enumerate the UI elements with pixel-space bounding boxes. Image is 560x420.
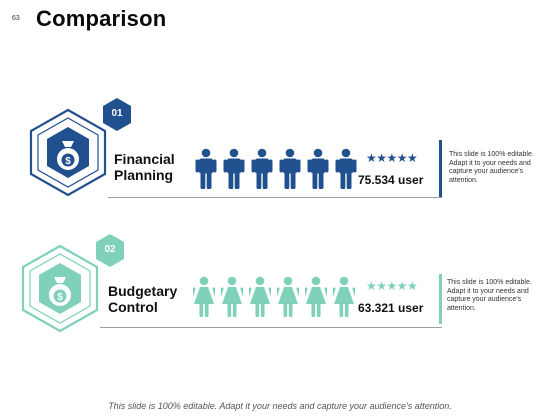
- person-male-icon: [279, 148, 301, 189]
- svg-text:$: $: [65, 156, 71, 167]
- category-label: Budgetary Control: [108, 283, 177, 315]
- person-female-icon: [305, 276, 327, 317]
- user-count: 63.321 user: [358, 301, 424, 315]
- person-male-icon: [223, 148, 245, 189]
- badge-number: 01: [111, 108, 123, 119]
- divider-horizontal: [100, 327, 442, 328]
- person-male-icon: [335, 148, 357, 189]
- description-text: This slide is 100% editable. Adapt it to…: [447, 279, 532, 312]
- description-text: This slide is 100% editable. Adapt it to…: [449, 151, 534, 184]
- person-female-icon: [193, 276, 215, 317]
- page-number: 63: [12, 15, 20, 22]
- money-bag-icon: $: [57, 141, 79, 170]
- category-label-line2: Control: [108, 299, 158, 315]
- category-label-line1: Financial: [114, 151, 175, 167]
- footer-note: This slide is 100% editable. Adapt it yo…: [108, 401, 452, 411]
- badge-number: 02: [104, 244, 116, 255]
- divider-vertical: [439, 140, 442, 198]
- money-bag-icon: $: [49, 277, 71, 306]
- person-male-icon: [307, 148, 329, 189]
- category-label-line2: Planning: [114, 167, 174, 183]
- badge-hexagon: [103, 98, 131, 131]
- person-female-icon: [333, 276, 355, 317]
- hexagon-frame: $: [21, 234, 124, 333]
- badge-hexagon: [96, 234, 124, 267]
- comparison-row-financial: $ 01 Financial Planning: [0, 96, 560, 236]
- person-female-icon: [249, 276, 271, 317]
- user-count: 75.534 user: [358, 173, 424, 187]
- divider-vertical: [439, 274, 442, 324]
- category-label: Financial Planning: [114, 151, 175, 183]
- svg-text:$: $: [57, 292, 63, 303]
- rating-stars: ★★★★★: [366, 279, 418, 293]
- person-male-icon: [251, 148, 273, 189]
- hexagon-frame: $: [29, 98, 131, 197]
- person-female-icon: [221, 276, 243, 317]
- person-male-icon: [195, 148, 217, 189]
- rating-stars: ★★★★★: [366, 151, 418, 165]
- category-label-line1: Budgetary: [108, 283, 178, 299]
- person-female-icon: [277, 276, 299, 317]
- page-title: Comparison: [36, 6, 167, 31]
- comparison-row-budgetary: $ 02 Budgetary Control: [0, 232, 560, 372]
- divider-horizontal: [108, 197, 442, 198]
